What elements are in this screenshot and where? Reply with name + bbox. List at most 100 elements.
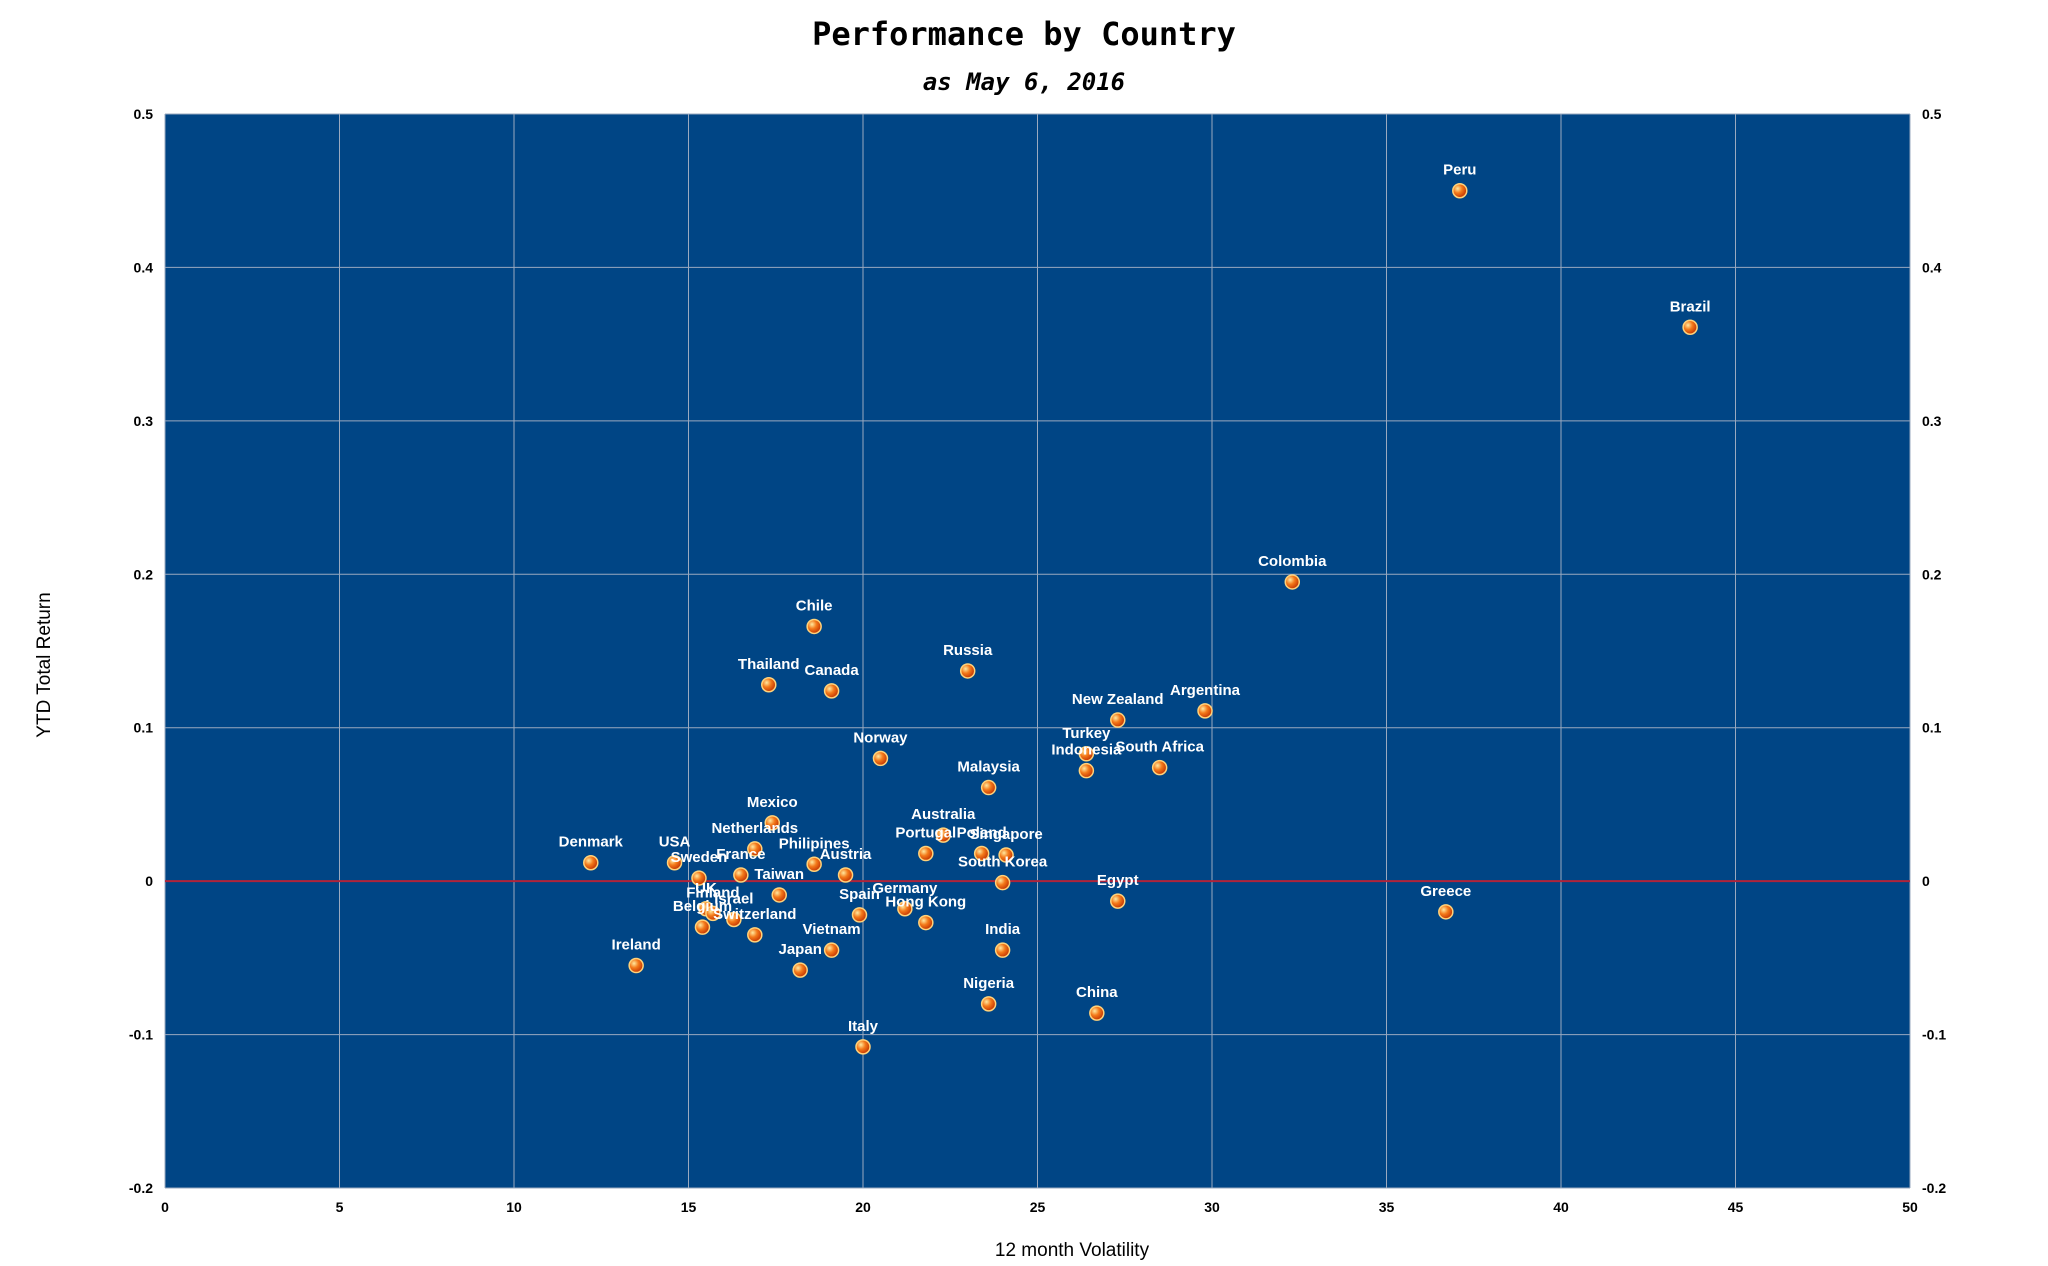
- data-point: [1682, 319, 1698, 336]
- y-tick-label-right: 0.2: [1922, 566, 1942, 582]
- y-tick-label-left: 0: [145, 873, 153, 889]
- data-point: [1452, 182, 1468, 199]
- x-tick-label: 45: [1728, 1199, 1744, 1215]
- data-point-label: Finland: [686, 884, 739, 901]
- data-point: [691, 870, 707, 886]
- x-tick-label: 50: [1902, 1199, 1918, 1215]
- data-point-label: Malaysia: [957, 759, 1020, 776]
- data-point: [1284, 574, 1301, 590]
- data-point-label: Netherlands: [711, 820, 798, 837]
- y-axis-label: YTD Total Return: [34, 592, 55, 737]
- data-point-label: Russia: [943, 642, 993, 659]
- data-point-label: Italy: [848, 1018, 879, 1035]
- data-point-label: UK: [695, 880, 717, 897]
- data-point: [823, 683, 840, 699]
- chart-title: Performance by Country: [812, 15, 1236, 53]
- data-point: [726, 911, 742, 928]
- data-point: [771, 887, 787, 903]
- data-point: [806, 618, 822, 635]
- data-point: [935, 827, 952, 843]
- data-point: [994, 874, 1011, 891]
- data-point: [918, 914, 934, 931]
- data-point-label: France: [716, 846, 765, 863]
- chart-subtitle: as May 6, 2016: [923, 68, 1125, 96]
- x-tick-label: 20: [855, 1199, 871, 1215]
- data-point-label: Denmark: [559, 834, 624, 851]
- data-point: [959, 663, 976, 679]
- data-point: [823, 942, 840, 958]
- data-point-label: South Korea: [958, 854, 1048, 871]
- data-point: [918, 845, 934, 862]
- data-point-label: Argentina: [1170, 682, 1241, 699]
- data-point-label: Japan: [779, 941, 822, 958]
- y-tick-label-right: -0.1: [1922, 1027, 1946, 1043]
- data-point: [998, 847, 1014, 863]
- y-tick-label-left: 0.4: [134, 259, 154, 275]
- data-point: [694, 919, 711, 935]
- data-point-label: Portugal: [895, 825, 956, 842]
- y-tick-label-left: -0.2: [129, 1180, 153, 1196]
- x-axis-ticks: 0 5 10 15 20 25 30 35 40 45 50: [161, 1199, 1918, 1215]
- data-point: [851, 907, 868, 923]
- y-tick-label-right: 0.4: [1922, 259, 1942, 275]
- data-point-label: Mexico: [747, 794, 798, 811]
- data-point: [761, 677, 777, 693]
- data-point-label: Brazil: [1670, 298, 1711, 315]
- data-point: [973, 845, 990, 862]
- data-point-label: Sweden: [671, 849, 728, 866]
- data-point: [1078, 762, 1095, 779]
- data-point-label: USA: [659, 834, 691, 851]
- data-point: [628, 957, 644, 974]
- data-point: [792, 962, 808, 978]
- y-tick-label-left: 0.3: [134, 413, 154, 429]
- data-point-label: Norway: [853, 729, 908, 746]
- data-point: [1197, 703, 1213, 719]
- data-points: Peru Brazil Colombia Chile Russia Thailand Can…: [559, 162, 1711, 1055]
- data-point-label: Israel: [714, 891, 753, 908]
- data-point: [855, 1039, 871, 1055]
- data-point: [897, 901, 913, 917]
- data-point: [733, 867, 749, 883]
- data-point: [837, 867, 854, 883]
- data-point-label: New Zealand: [1072, 691, 1164, 708]
- y-tick-label-right: 0.5: [1922, 106, 1942, 122]
- data-point-label: Nigeria: [963, 975, 1015, 992]
- data-point: [806, 856, 822, 873]
- data-point-label: Poland: [957, 825, 1007, 842]
- data-point-label: Greece: [1420, 883, 1471, 900]
- data-point-label: Germany: [872, 880, 938, 897]
- data-point-label: Hong Kong: [885, 894, 966, 911]
- data-point-label: Chile: [796, 597, 833, 614]
- data-point: [994, 942, 1011, 958]
- data-point-label: China: [1076, 984, 1118, 1001]
- y-tick-label-right: -0.2: [1922, 1180, 1946, 1196]
- data-point-label: Australia: [911, 806, 976, 823]
- y-axis-ticks-left: -0.2 -0.1 0 0.1 0.2 0.3 0.4 0.5: [129, 106, 153, 1196]
- x-tick-label: 0: [161, 1199, 169, 1215]
- x-axis-label: 12 month Volatility: [995, 1240, 1150, 1261]
- data-point-label: Egypt: [1097, 872, 1139, 889]
- x-tick-label: 40: [1553, 1199, 1569, 1215]
- data-point-label: Philipines: [779, 835, 850, 852]
- data-point: [1078, 746, 1095, 762]
- data-point-label: Singapore: [969, 826, 1042, 843]
- data-point-label: Switzerland: [713, 906, 796, 923]
- data-point-label: Thailand: [738, 656, 800, 673]
- data-point-label: Vietnam: [803, 921, 861, 938]
- data-point-label: India: [985, 921, 1021, 938]
- y-tick-label-right: 0: [1922, 873, 1930, 889]
- x-tick-label: 25: [1030, 1199, 1046, 1215]
- y-axis-ticks-right: -0.2 -0.1 0 0.1 0.2 0.3 0.4 0.5: [1922, 106, 1946, 1196]
- data-point: [980, 779, 997, 796]
- data-point-label: Canada: [804, 662, 859, 679]
- data-point-label: Ireland: [612, 937, 661, 954]
- data-point-label: South Africa: [1115, 739, 1204, 756]
- data-point: [583, 854, 599, 871]
- data-point-label: Colombia: [1258, 553, 1327, 570]
- data-point-label: Peru: [1443, 162, 1476, 179]
- data-point: [666, 854, 683, 871]
- x-tick-label: 35: [1379, 1199, 1395, 1215]
- y-tick-label-left: 0.2: [134, 566, 154, 582]
- x-tick-label: 10: [506, 1199, 522, 1215]
- data-point: [1110, 712, 1126, 728]
